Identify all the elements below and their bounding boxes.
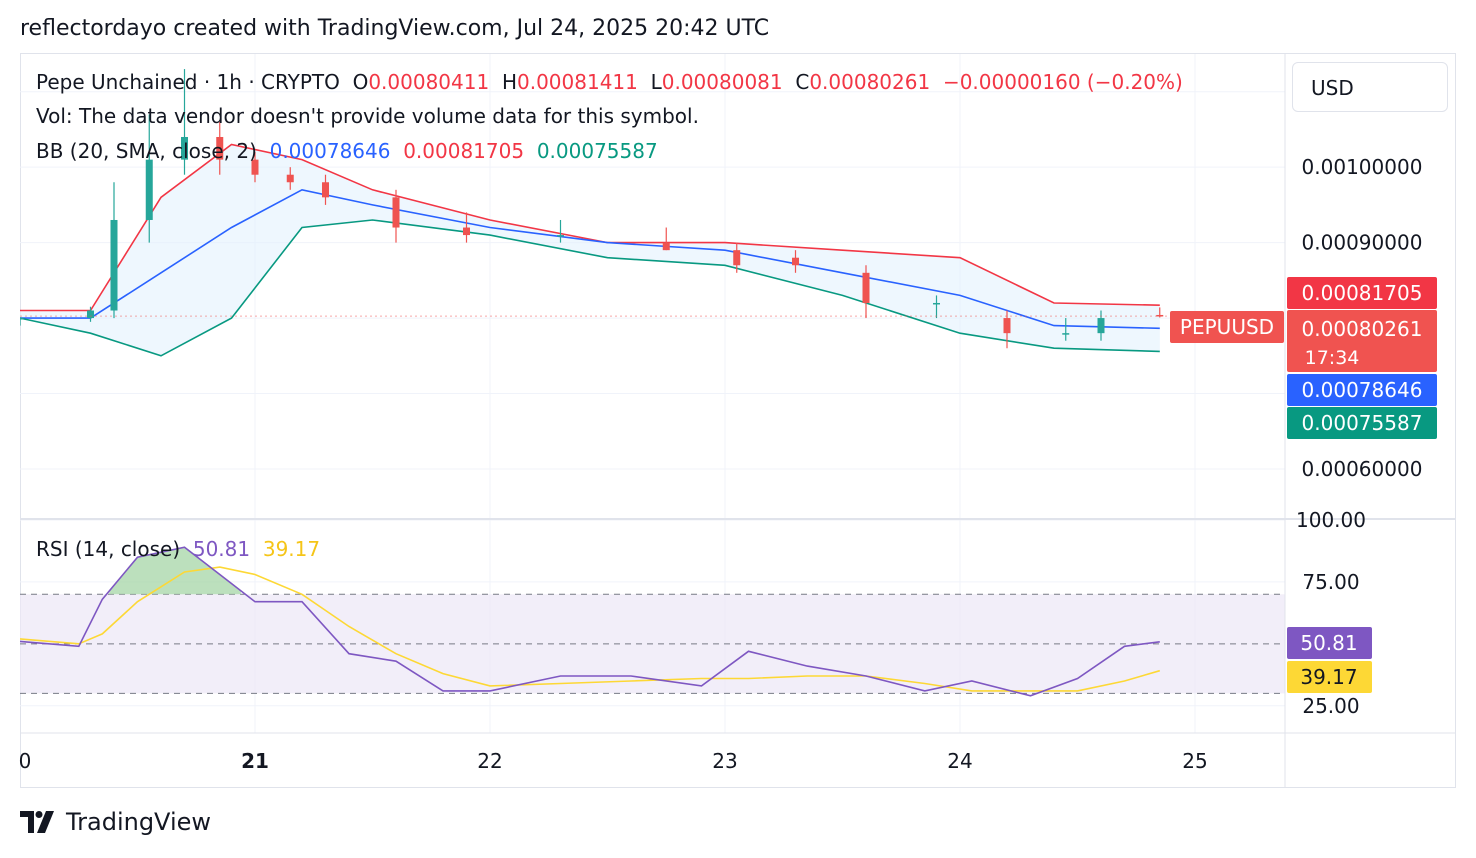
bar-countdown-label: 17:34 [1305,347,1360,369]
low-value: 0.00080081 [661,70,783,94]
candle-body [286,174,294,183]
rsi-tick-label: 25.00 [1302,694,1359,718]
candle-body [216,136,224,160]
bb-fill-area [20,144,1160,356]
bb-basis-price-label: 0.00078646 [1302,378,1423,402]
price-tick-label: 0.00100000 [1302,155,1423,179]
rsi-tick-label: 100.00 [1296,508,1366,532]
time-tick-label: 23 [712,749,737,773]
rsi-line [20,546,1160,697]
tradingview-logo[interactable]: TradingView [20,808,211,836]
rsi-ma-value-label: 39.17 [1300,665,1357,689]
bb-legend: BB (20, SMA, close, 2) 0.00078646 0.0008… [36,139,658,163]
candle-body [792,257,799,266]
candle-body [662,242,670,251]
tradingview-logo-icon [20,811,54,833]
candle-body [392,197,400,228]
close-label: C [795,70,810,94]
low-label: L [650,70,662,94]
bb-upper-value: 0.00081705 [403,139,525,163]
symbol-price-tag-bg [1170,311,1284,343]
rsi-value: 50.81 [192,537,251,561]
close-price-label: 0.00080261 [1302,317,1423,341]
candle-body [322,182,329,198]
candle-body [181,136,188,160]
bb-lower-line [20,219,1160,357]
rsi-legend: RSI (14, close) 50.81 39.17 [36,537,320,561]
open-value: 0.00080411 [368,70,490,94]
high-label: H [501,70,517,94]
time-tick-label: 21 [241,749,269,773]
candle-body [1003,318,1011,334]
candle-body [1062,333,1070,335]
symbol-line[interactable]: Pepe Unchained · 1h · CRYPTO [36,70,340,94]
candlestick-series [20,69,1285,349]
rsi-value-label-bg [1287,627,1372,659]
rsi-tick-label: 75.00 [1302,570,1359,594]
currency-button[interactable]: USD [1292,62,1448,112]
candle-body [110,219,118,311]
change-value: −0.00000160 (−0.20%) [942,70,1183,94]
symbol-price-tag: PEPUUSD [1180,315,1274,339]
candle-body [251,159,259,175]
chart-attribution: reflectordayo created with TradingView.c… [20,16,770,41]
candle-body [20,318,24,320]
candle-body [463,227,470,236]
bb-lower-price-label-bg [1287,407,1437,439]
bb-basis-value: 0.00078646 [269,139,391,163]
bb-lower-value: 0.00075587 [536,139,658,163]
price-tick-label: 0.00060000 [1302,457,1423,481]
rsi-overbought-fill [109,547,241,595]
candle-body [1097,318,1105,334]
ohlc-legend: Pepe Unchained · 1h · CRYPTO O0.00080411… [36,70,1183,94]
candle-body [145,159,153,220]
candle-body [862,272,870,303]
time-tick-label: 22 [477,749,502,773]
rsi-value-label: 50.81 [1300,631,1357,655]
candle-body [933,302,940,305]
rsi-ma-value-label-bg [1287,661,1372,693]
close-value: 0.00080261 [809,70,931,94]
close-price-label-bg [1287,310,1437,372]
bb-label[interactable]: BB (20, SMA, close, 2) [36,139,257,163]
bb-upper-price-label-bg [1287,277,1437,309]
time-tick-label: 0 [19,749,32,773]
rsi-label[interactable]: RSI (14, close) [36,537,181,561]
high-value: 0.00081411 [516,70,638,94]
candle-body [1156,314,1164,317]
bb-upper-line [20,143,1160,312]
candle-body [733,250,741,266]
chart-frame [20,53,1456,788]
bb-upper-price-label: 0.00081705 [1302,281,1423,305]
time-tick-label: 25 [1182,749,1207,773]
bb-basis-price-label-bg [1287,374,1437,406]
candle-body [87,310,94,319]
rsi-ma-value: 39.17 [262,537,321,561]
volume-note: Vol: The data vendor doesn't provide vol… [36,104,699,128]
candle-body [557,235,564,237]
bb-basis-line [20,188,1160,330]
bb-lower-price-label: 0.00075587 [1302,411,1423,435]
price-tick-label: 0.00090000 [1302,231,1423,255]
time-tick-label: 24 [947,749,972,773]
rsi-ma-line [20,566,1161,692]
tradingview-wordmark: TradingView [66,808,212,836]
rsi-pane [20,546,1285,697]
bollinger-bands [20,143,1160,357]
open-label: O [352,70,369,94]
